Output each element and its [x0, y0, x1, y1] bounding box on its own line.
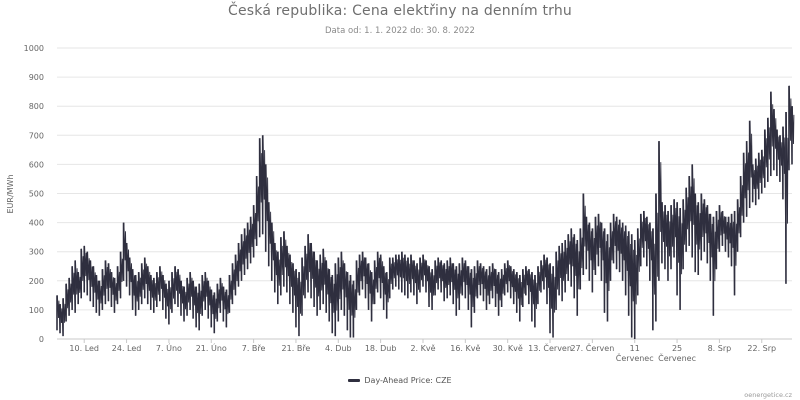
- y-tick-label: 0: [39, 335, 44, 344]
- y-tick-label: 600: [29, 160, 44, 169]
- y-tick-label: 900: [29, 73, 44, 82]
- y-axis-title: EUR/MWh: [6, 174, 15, 213]
- price-line: [56, 85, 795, 340]
- x-tick-label: 11: [630, 344, 640, 353]
- chart-subtitle: Data od: 1. 1. 2022 do: 30. 8. 2022: [325, 26, 475, 36]
- x-tick-label: 4. Dub: [325, 344, 351, 353]
- x-axis-ticks: 10. Led 24. Led 7. Úno 21. Úno 7. Bře 21. Bře…: [69, 339, 776, 363]
- y-tick-label: 100: [29, 306, 44, 315]
- x-tick-label: 8. Srp: [708, 344, 732, 353]
- x-tick-label: 13. Červen: [528, 342, 572, 353]
- x-tick-label: 7. Úno: [156, 342, 182, 353]
- x-tick-label: 22. Srp: [747, 344, 776, 353]
- y-tick-label: 200: [29, 277, 44, 286]
- chart-title: Česká republika: Cena elektřiny na denní…: [228, 3, 572, 19]
- x-tick-label: 16. Kvě: [450, 344, 480, 353]
- x-tick-label: 21. Bře: [282, 344, 311, 353]
- x-tick-label: 27. Červen: [570, 342, 614, 353]
- legend-label: Day-Ahead Price: CZE: [364, 376, 452, 385]
- legend-item[interactable]: Day-Ahead Price: CZE: [0, 376, 800, 385]
- y-tick-label: 300: [29, 248, 44, 257]
- x-tick-label: 7. Bře: [242, 344, 266, 353]
- x-tick-label: 30. Kvě: [493, 344, 523, 353]
- credit-link[interactable]: oenergetice.cz: [744, 391, 792, 399]
- y-tick-label: 500: [29, 190, 44, 199]
- x-tick-label: 25: [672, 344, 682, 353]
- y-tick-label: 700: [29, 131, 44, 140]
- y-tick-label: 1000: [24, 44, 44, 53]
- x-tick-label: 10. Led: [69, 344, 99, 353]
- x-tick-label: 24. Led: [112, 344, 142, 353]
- x-tick-label: 18. Dub: [365, 344, 397, 353]
- gridlines: [57, 47, 792, 340]
- series-day-ahead-price: [56, 85, 795, 340]
- x-tick-label: Červenec: [658, 352, 696, 363]
- x-tick-label: 21. Úno: [196, 342, 227, 353]
- y-tick-label: 400: [29, 219, 44, 228]
- x-tick-label: Červenec: [616, 352, 654, 363]
- x-tick-label: 2. Kvě: [410, 344, 435, 353]
- y-tick-label: 800: [29, 102, 44, 111]
- legend-swatch: [348, 379, 361, 382]
- y-axis-ticks: 0 100 200 300 400 500 600 700 800 900 1000: [24, 44, 44, 344]
